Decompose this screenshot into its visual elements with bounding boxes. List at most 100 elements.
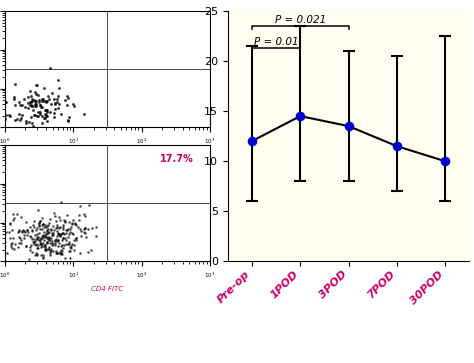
Point xyxy=(31,90,39,95)
Point xyxy=(51,260,58,266)
Point xyxy=(48,240,55,246)
Point xyxy=(41,223,48,228)
Point xyxy=(37,236,45,242)
Point xyxy=(54,231,61,237)
Point xyxy=(22,243,30,249)
Point xyxy=(55,225,63,231)
Point xyxy=(59,226,66,232)
Point xyxy=(41,107,49,113)
Point xyxy=(8,240,16,246)
Point xyxy=(43,228,51,234)
Point xyxy=(61,255,68,261)
Point xyxy=(51,238,59,244)
Point xyxy=(42,247,49,253)
Point xyxy=(73,235,80,241)
Text: P = 0.01: P = 0.01 xyxy=(254,37,299,48)
Point xyxy=(53,99,61,105)
Point xyxy=(1,116,9,122)
Point xyxy=(248,138,256,144)
Point xyxy=(53,238,61,244)
Point xyxy=(33,251,41,257)
Point xyxy=(28,228,36,234)
Point xyxy=(61,266,69,272)
Point xyxy=(54,250,61,256)
Point xyxy=(51,240,59,246)
Point xyxy=(0,219,6,225)
Point xyxy=(39,235,46,241)
Point xyxy=(27,94,35,99)
Point xyxy=(81,229,88,235)
Point xyxy=(48,90,56,96)
Point xyxy=(43,239,50,245)
Point xyxy=(38,121,46,126)
Point xyxy=(10,246,18,252)
Point xyxy=(44,93,51,99)
Point xyxy=(43,113,51,119)
Point xyxy=(26,99,34,105)
Point xyxy=(30,97,38,103)
Point xyxy=(2,99,10,105)
Point xyxy=(50,114,57,120)
Point xyxy=(92,224,100,230)
Point xyxy=(39,255,47,261)
Point xyxy=(17,235,24,241)
Point xyxy=(13,116,20,122)
Point xyxy=(58,242,66,248)
Point xyxy=(25,105,32,111)
Point xyxy=(22,121,30,126)
Point xyxy=(46,250,54,256)
Point xyxy=(47,228,55,233)
Point xyxy=(51,106,59,112)
Point xyxy=(23,219,30,225)
Point xyxy=(60,217,67,223)
Point xyxy=(57,231,64,237)
Point xyxy=(43,99,51,105)
Point xyxy=(51,100,59,106)
Point xyxy=(59,230,66,236)
Point xyxy=(40,243,48,249)
Point xyxy=(42,113,50,119)
Point xyxy=(68,221,76,227)
Point xyxy=(51,237,59,243)
Point xyxy=(67,224,75,230)
Point xyxy=(57,199,64,205)
Point xyxy=(36,218,44,224)
Point xyxy=(27,234,35,240)
Point xyxy=(38,233,46,238)
Point xyxy=(13,211,21,216)
Point xyxy=(76,204,83,209)
Point xyxy=(64,226,72,232)
Point xyxy=(77,226,84,232)
Point xyxy=(37,244,45,250)
Point xyxy=(17,240,25,246)
Point xyxy=(41,247,49,253)
Point xyxy=(65,240,73,245)
Point xyxy=(10,97,18,102)
Point xyxy=(15,111,22,117)
Point xyxy=(40,115,47,121)
Point xyxy=(85,202,93,208)
Point xyxy=(53,96,61,102)
Point xyxy=(28,103,36,109)
Point xyxy=(57,251,65,257)
Point xyxy=(75,217,83,223)
Point xyxy=(43,118,51,123)
Point xyxy=(61,231,68,237)
X-axis label: Mouse IgG2 FITC: Mouse IgG2 FITC xyxy=(78,152,137,158)
Point xyxy=(37,241,45,247)
Point xyxy=(56,233,64,239)
Point xyxy=(65,241,73,247)
Point xyxy=(70,247,77,253)
Point xyxy=(20,235,27,241)
Point xyxy=(48,238,55,244)
Point xyxy=(24,95,32,101)
Point xyxy=(36,218,44,224)
Point xyxy=(27,242,35,248)
Point xyxy=(50,110,58,116)
Point xyxy=(54,237,62,242)
Point xyxy=(31,232,38,238)
Point xyxy=(11,117,19,122)
Point xyxy=(50,210,58,216)
Point xyxy=(36,235,44,241)
Point xyxy=(40,85,48,91)
